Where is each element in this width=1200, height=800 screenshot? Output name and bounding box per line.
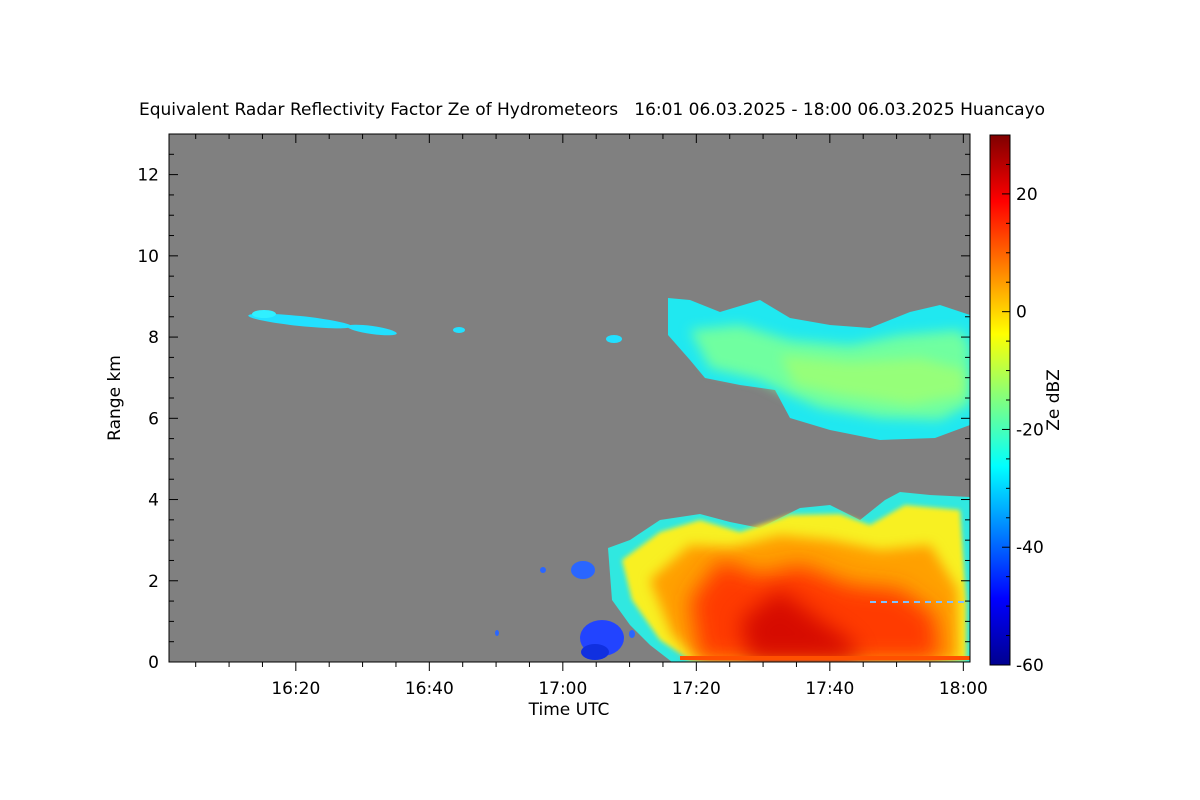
y-axis-label: Range km [105, 355, 125, 441]
x-tick-label: 16:20 [271, 679, 320, 699]
colorbar-ticks: 20 0 -20 -40 -60 [1002, 134, 1044, 676]
radar-echoes [248, 298, 970, 662]
low-drizzle-echo [495, 561, 635, 660]
convective-echo [608, 492, 970, 662]
upper-echo-band [248, 310, 622, 343]
x-tick-label: 16:40 [405, 679, 454, 699]
x-tick-label: 17:20 [672, 679, 721, 699]
y-axis: 0 2 4 6 8 10 12 [137, 133, 970, 673]
echo-streak-3 [347, 324, 397, 336]
y-tick-label: 0 [148, 653, 159, 673]
y-tick-label: 2 [148, 572, 159, 592]
x-axis-label: Time UTC [528, 700, 610, 720]
drizzle-blob-6 [629, 630, 635, 638]
x-tick-label: 17:40 [805, 679, 854, 699]
echo-streak-5 [606, 335, 622, 343]
mid-level-cloud [668, 298, 970, 440]
convective-darkred [740, 590, 860, 660]
y-tick-label: 10 [137, 247, 159, 267]
drizzle-blob-2 [581, 644, 609, 660]
x-axis: 16:20 16:40 17:00 17:20 17:40 18:00 [195, 134, 988, 699]
colorbar-label: Ze dBZ [1044, 369, 1064, 431]
mid-cloud-inner [780, 355, 965, 405]
colorbar-tick-label: 0 [1016, 303, 1027, 323]
colorbar: 20 0 -20 -40 -60 Ze dBZ [989, 134, 1064, 676]
drizzle-blob-5 [495, 630, 499, 636]
drizzle-blob-4 [540, 567, 546, 573]
echo-streak-4 [453, 327, 465, 333]
colorbar-tick-label: -20 [1016, 420, 1044, 440]
colorbar-tick-label: -60 [1016, 656, 1044, 676]
x-tick-label: 18:00 [939, 679, 988, 699]
drizzle-blob-3 [571, 561, 595, 579]
chart-title: Equivalent Radar Reflectivity Factor Ze … [139, 100, 1045, 120]
colorbar-tick-label: -40 [1016, 538, 1044, 558]
surface-band [680, 656, 970, 660]
y-tick-label: 4 [148, 491, 159, 511]
echo-streak-2 [252, 310, 276, 318]
y-tick-label: 6 [148, 409, 159, 429]
colorbar-tick-label: 20 [1016, 185, 1038, 205]
echo-streak-1 [248, 313, 352, 329]
x-tick-label: 17:00 [538, 679, 587, 699]
y-tick-label: 8 [148, 328, 159, 348]
y-tick-label: 12 [137, 166, 159, 186]
plot-area [168, 133, 971, 663]
